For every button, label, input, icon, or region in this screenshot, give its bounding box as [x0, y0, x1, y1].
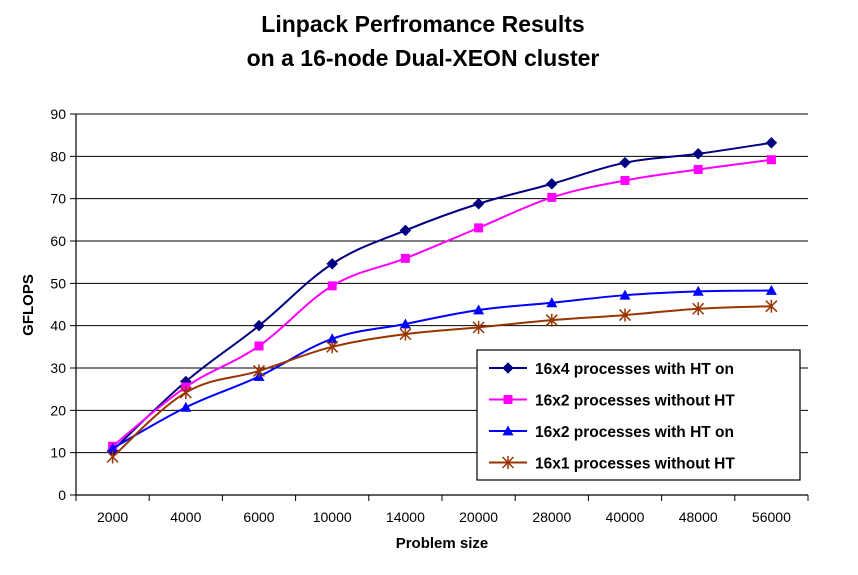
- data-point: [326, 333, 338, 344]
- chart-subtitle: on a 16-node Dual-XEON cluster: [247, 45, 600, 71]
- data-point: [765, 285, 777, 295]
- data-point: [326, 340, 339, 354]
- series-line: [111, 158, 772, 448]
- y-tick-label: 40: [50, 318, 66, 334]
- data-point: [472, 320, 485, 334]
- data-point: [546, 297, 558, 308]
- data-point: [765, 136, 778, 149]
- data-point: [766, 155, 776, 165]
- legend-label: 16x2 processes with HT on: [535, 424, 734, 441]
- data-point: [472, 197, 485, 210]
- data-point: [180, 401, 192, 412]
- legend-marker: [502, 362, 514, 374]
- data-point: [618, 308, 632, 322]
- data-point: [692, 302, 705, 316]
- data-point: [474, 223, 484, 233]
- x-tick-label: 14000: [386, 509, 425, 525]
- x-tick-label: 2000: [97, 509, 128, 525]
- x-tick-label: 56000: [752, 509, 791, 525]
- data-point: [619, 289, 631, 300]
- data-point: [254, 341, 264, 351]
- data-point: [619, 156, 631, 169]
- x-tick-label: 6000: [243, 509, 274, 525]
- legend-item: 16x2 processes without HT: [489, 393, 735, 410]
- data-point: [399, 224, 412, 237]
- data-point: [620, 175, 630, 185]
- y-tick-label: 0: [58, 487, 66, 503]
- data-point: [179, 386, 192, 400]
- x-axis-title: Problem size: [396, 535, 489, 552]
- x-tick-label: 48000: [679, 509, 718, 525]
- data-point: [399, 327, 412, 341]
- legend-marker: [502, 425, 514, 436]
- axes: 0 10 20 30 40 50 60 70 80 90 2000 4000 6000 10000 1400…: [50, 106, 809, 525]
- x-tick-label: 28000: [532, 509, 571, 525]
- data-point: [693, 164, 703, 174]
- data-point: [107, 442, 119, 453]
- x-tick-label: 10000: [313, 509, 352, 525]
- legend-marker: [501, 456, 515, 469]
- data-point: [106, 450, 119, 464]
- data-point: [692, 147, 705, 160]
- y-tick-label: 70: [50, 191, 66, 207]
- y-tick-label: 10: [50, 445, 66, 461]
- data-point: [473, 304, 485, 315]
- y-tick-label: 60: [50, 233, 66, 249]
- data-point: [765, 299, 778, 313]
- data-point: [545, 177, 558, 190]
- data-point: [399, 318, 411, 329]
- data-point: [327, 281, 337, 291]
- series-4: [106, 299, 778, 464]
- legend-item: 16x4 processes with HT on: [489, 361, 734, 378]
- y-tick-label: 90: [50, 106, 66, 122]
- y-axis-title: GFLOPS: [20, 274, 37, 336]
- data-point: [547, 192, 557, 202]
- data-point: [692, 285, 704, 296]
- series-layer: [106, 136, 778, 464]
- legend-label: 16x2 processes without HT: [535, 393, 735, 410]
- x-tick-label: 4000: [170, 509, 201, 525]
- data-point: [545, 313, 558, 327]
- legend-item: 16x2 processes with HT on: [489, 424, 734, 441]
- series-line: [111, 305, 772, 458]
- series-line: [111, 141, 772, 452]
- series-3: [107, 285, 777, 453]
- legend-marker: [503, 395, 513, 404]
- y-tick-label: 30: [50, 360, 66, 376]
- legend-box: [476, 349, 801, 481]
- y-tick-label: 80: [50, 148, 66, 164]
- data-point: [252, 364, 266, 378]
- gridlines: [76, 113, 808, 454]
- y-tick-label: 20: [50, 402, 66, 418]
- data-point: [253, 319, 265, 332]
- legend-item: 16x1 processes without HT: [489, 456, 735, 473]
- legend-label: 16x1 processes without HT: [535, 456, 735, 473]
- y-tick-label: 50: [50, 275, 66, 291]
- x-tick-label: 40000: [606, 509, 645, 525]
- series-line: [112, 289, 772, 450]
- legend: 16x4 processes with HT on 16x2 processes …: [476, 349, 801, 481]
- chart-title: Linpack Perfromance Results: [261, 11, 584, 37]
- legend-label: 16x4 processes with HT on: [535, 361, 734, 378]
- series-1: [106, 136, 778, 457]
- data-point: [400, 253, 410, 263]
- x-tick-label: 20000: [459, 509, 498, 525]
- data-point: [326, 258, 339, 270]
